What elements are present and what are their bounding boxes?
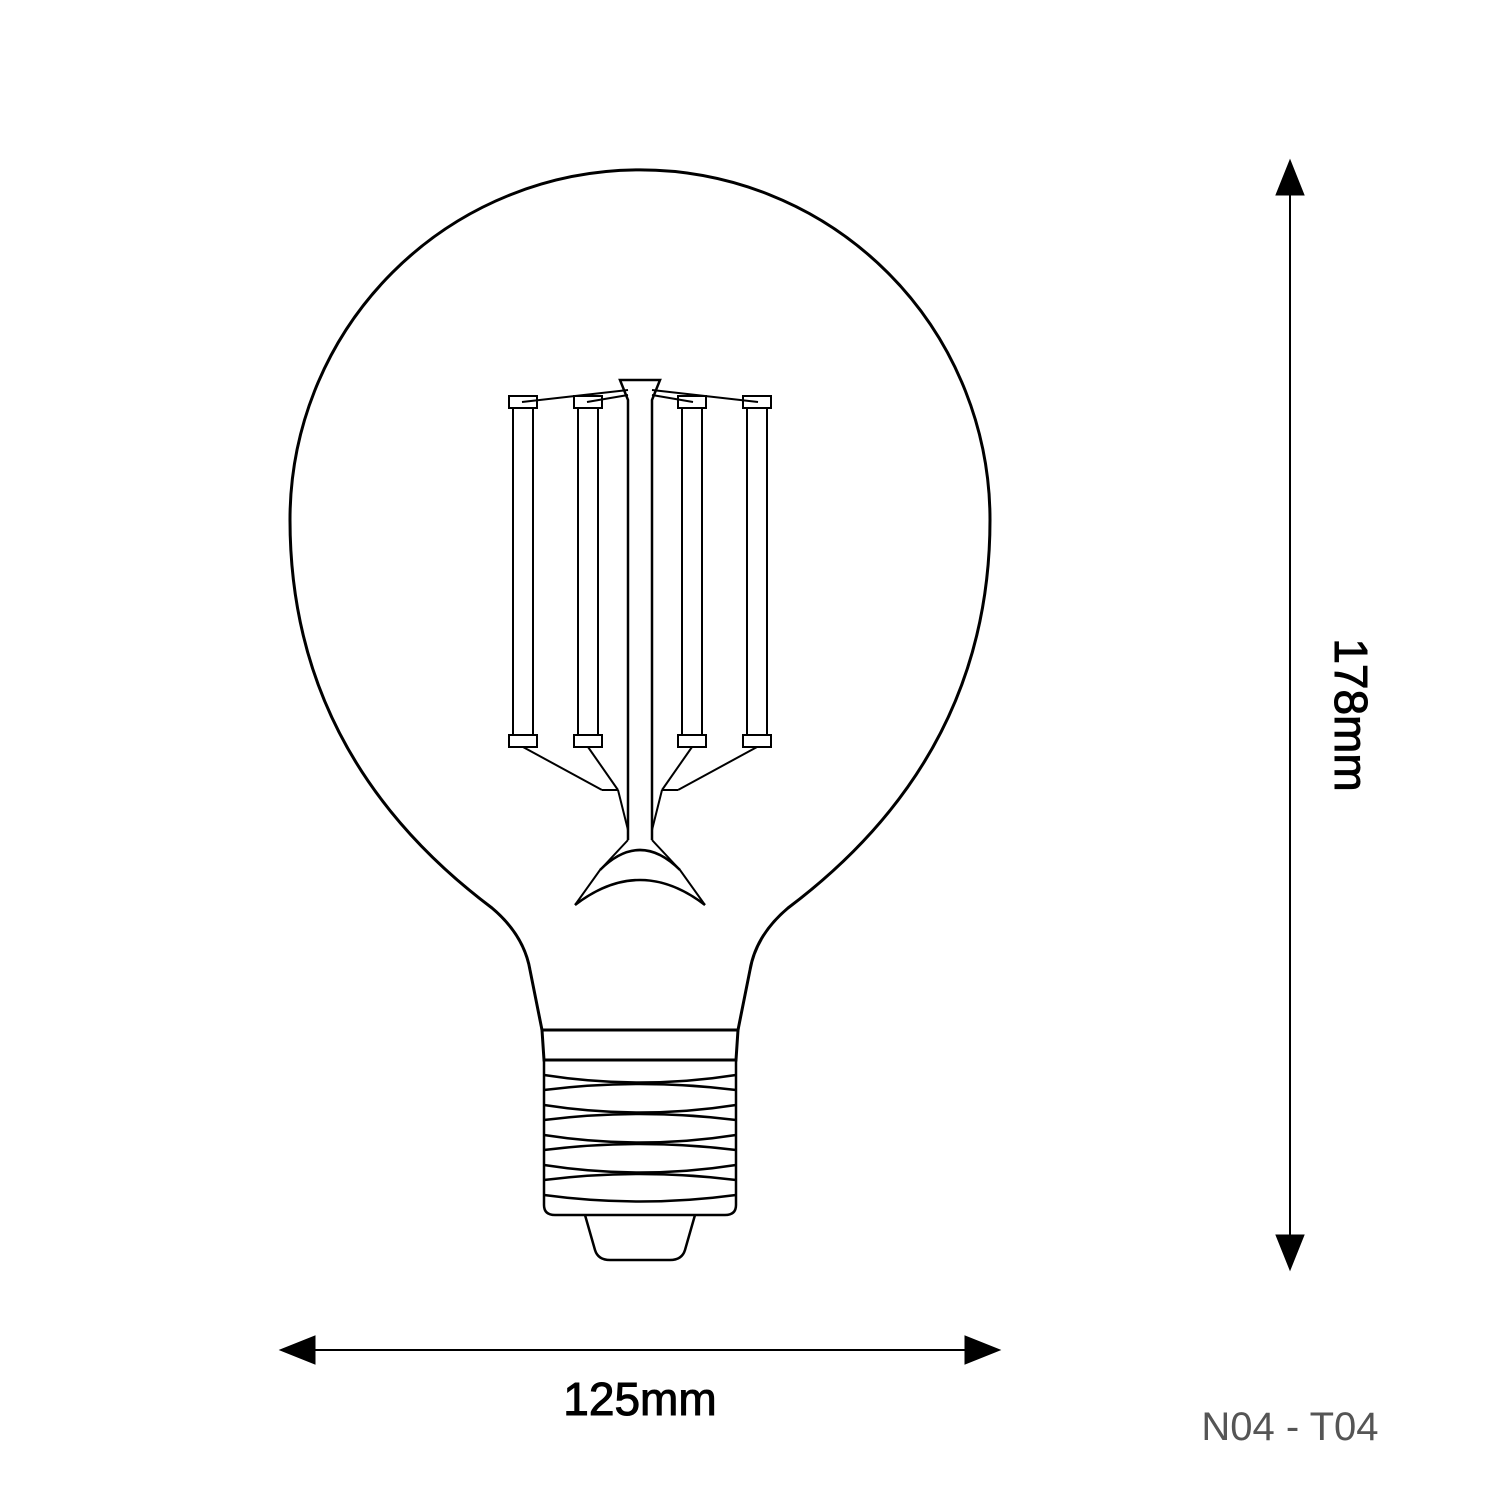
bulb-collar	[542, 1030, 738, 1060]
dimension-width-label: 125mm	[563, 1373, 716, 1425]
arrowhead-left-icon	[280, 1336, 315, 1364]
filament-pair-1	[509, 396, 602, 790]
dimension-height-label: 178mm	[1325, 638, 1377, 791]
dimension-height: 178mm	[1276, 160, 1377, 1270]
arrowhead-right-icon	[965, 1336, 1000, 1364]
bulb-globe-outline	[290, 170, 990, 1030]
filament-assembly	[509, 380, 771, 905]
dimension-width: 125mm	[280, 1336, 1000, 1425]
bulb-dimension-diagram: 178mm 125mm N04 - T04	[0, 0, 1500, 1500]
arrowhead-down-icon	[1276, 1235, 1304, 1270]
arrowhead-up-icon	[1276, 160, 1304, 195]
bulb-screw-base	[544, 1060, 736, 1260]
product-code-label: N04 - T04	[1201, 1405, 1378, 1449]
filament-pair-3	[662, 396, 706, 790]
filament-pair-2	[574, 396, 618, 790]
filament-pair-4	[678, 396, 771, 790]
